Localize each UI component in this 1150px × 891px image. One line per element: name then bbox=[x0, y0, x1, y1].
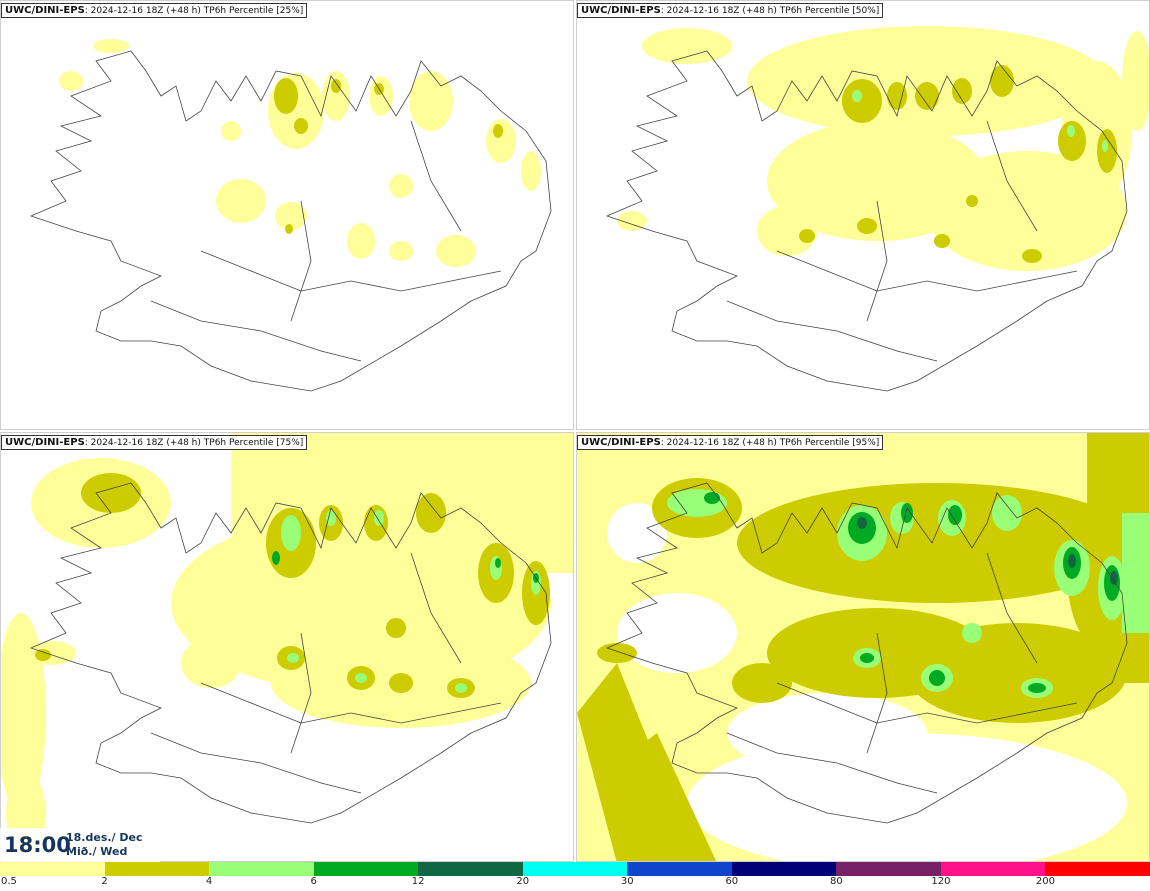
colorbar-swatch bbox=[836, 862, 941, 876]
panel-product: TP6h Percentile [25%] bbox=[203, 6, 304, 16]
map-panel-p75: UWC/DINI-EPS: 2024-12-16 18Z (+48 h) TP6… bbox=[0, 432, 574, 862]
valid-time: 18:00 bbox=[4, 833, 71, 857]
panel-run: 2024-12-16 18Z (+48 h) bbox=[666, 6, 777, 16]
colorbar-tick-label: 120 bbox=[931, 876, 951, 887]
colorbar-swatch bbox=[627, 862, 732, 876]
precip-colorbar bbox=[0, 862, 1150, 876]
valid-date-line1: 18.des./ Dec bbox=[66, 831, 143, 844]
panel-product: TP6h Percentile [50%] bbox=[779, 6, 880, 16]
panel-title: UWC/DINI-EPS: 2024-12-16 18Z (+48 h) TP6… bbox=[577, 435, 884, 450]
colorbar-tick-label: 60 bbox=[725, 876, 739, 887]
panel-model: UWC/DINI-EPS bbox=[5, 5, 85, 16]
valid-time-box: 18:00 18.des./ Dec Mið./ Wed bbox=[0, 828, 160, 862]
colorbar-tick-label: 6 bbox=[310, 876, 317, 887]
panel-product: TP6h Percentile [95%] bbox=[779, 438, 880, 448]
panel-run: 2024-12-16 18Z (+48 h) bbox=[90, 438, 201, 448]
panel-title: UWC/DINI-EPS: 2024-12-16 18Z (+48 h) TP6… bbox=[1, 435, 308, 450]
panel-title: UWC/DINI-EPS: 2024-12-16 18Z (+48 h) TP6… bbox=[577, 3, 884, 18]
map-panel-p95: UWC/DINI-EPS: 2024-12-16 18Z (+48 h) TP6… bbox=[576, 432, 1150, 862]
panel-product: TP6h Percentile [75%] bbox=[203, 438, 304, 448]
colorbar-tick-label: 2 bbox=[101, 876, 108, 887]
colorbar-swatch bbox=[1045, 862, 1150, 876]
precip-map bbox=[605, 26, 1149, 392]
colorbar-tick-label: 80 bbox=[829, 876, 843, 887]
precip-map bbox=[1, 433, 573, 853]
panel-model: UWC/DINI-EPS bbox=[5, 437, 85, 448]
colorbar-tick-label: 200 bbox=[1035, 876, 1055, 887]
panel-model: UWC/DINI-EPS bbox=[581, 437, 661, 448]
colorbar-swatch bbox=[209, 862, 314, 876]
map-panel-p25: UWC/DINI-EPS: 2024-12-16 18Z (+48 h) TP6… bbox=[0, 0, 574, 430]
panel-title: UWC/DINI-EPS: 2024-12-16 18Z (+48 h) TP6… bbox=[1, 3, 308, 18]
colorbar-swatch bbox=[731, 862, 837, 876]
colorbar-swatch bbox=[313, 862, 419, 876]
colorbar-tick-label: 4 bbox=[205, 876, 213, 887]
colorbar-tick-label: 12 bbox=[411, 876, 425, 887]
colorbar-swatch bbox=[104, 862, 210, 876]
colorbar-swatch bbox=[522, 862, 628, 876]
panel-run: 2024-12-16 18Z (+48 h) bbox=[666, 438, 777, 448]
panel-model: UWC/DINI-EPS bbox=[581, 5, 661, 16]
valid-date-line2: Mið./ Wed bbox=[66, 845, 128, 858]
precip-map bbox=[577, 433, 1149, 861]
panel-run: 2024-12-16 18Z (+48 h) bbox=[90, 6, 201, 16]
colorbar-tick-label: 0.5 bbox=[1, 876, 17, 887]
colorbar-swatch bbox=[940, 862, 1046, 876]
colorbar-tick-label: 30 bbox=[620, 876, 634, 887]
precip-map bbox=[29, 39, 552, 392]
map-panel-p50: UWC/DINI-EPS: 2024-12-16 18Z (+48 h) TP6… bbox=[576, 0, 1150, 430]
colorbar-swatch bbox=[0, 862, 105, 876]
valid-date: 18.des./ Dec Mið./ Wed bbox=[66, 831, 143, 859]
colorbar-swatch bbox=[418, 862, 523, 876]
colorbar-tick-label: 20 bbox=[516, 876, 530, 887]
